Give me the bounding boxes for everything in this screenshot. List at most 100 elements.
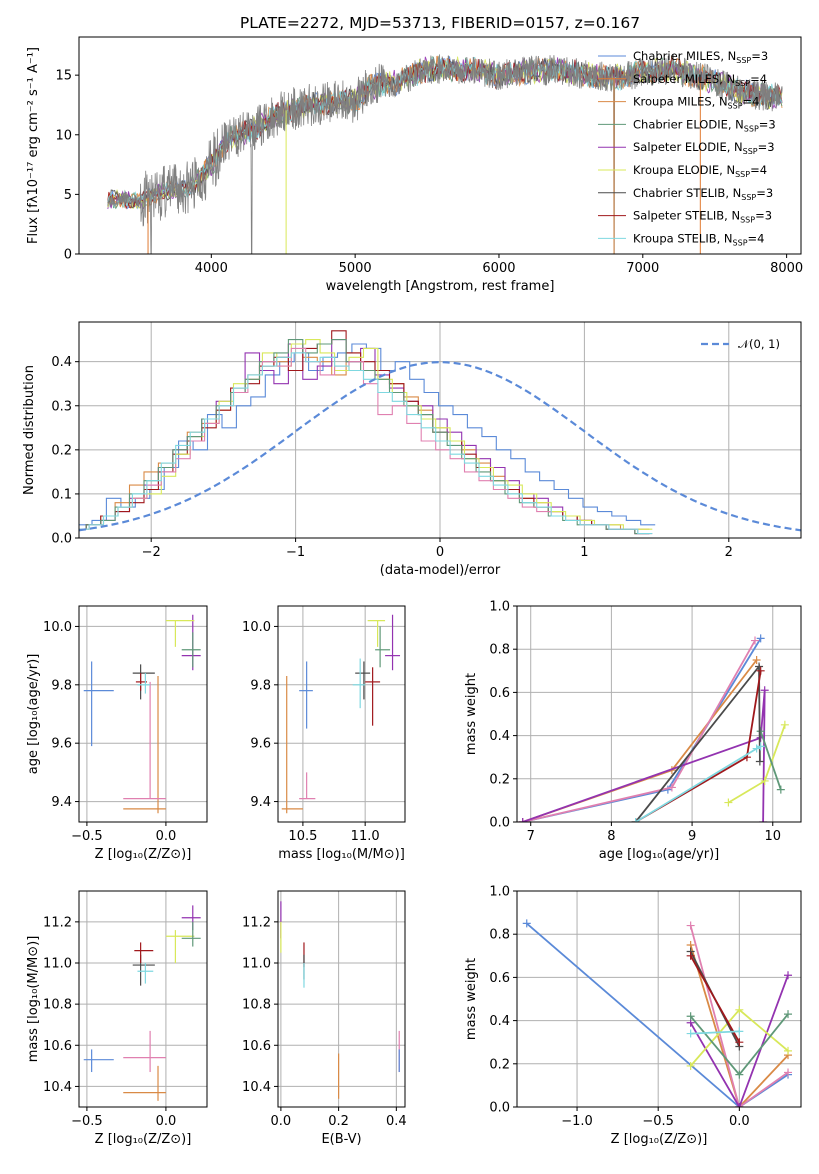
x-tick-label: 0.0 <box>156 1114 177 1129</box>
legend-entry: Salpeter ELODIE, NSSP=3 <box>633 140 775 156</box>
weight-marker <box>686 921 695 930</box>
legend-subscript: SSP <box>740 216 755 225</box>
x-tick-label: 0.2 <box>328 1114 349 1129</box>
x-axis-label: (data-model)/error <box>380 563 501 578</box>
axes-frame <box>277 890 406 1108</box>
plot-area-2 <box>83 614 201 814</box>
legend-suffix: =3 <box>758 140 775 154</box>
legend-entry: Kroupa ELODIE, NSSP=4 <box>633 163 767 179</box>
weight-marker <box>756 666 765 675</box>
y-tick-label: 15 <box>55 69 72 84</box>
axes-frame <box>78 890 208 1108</box>
legend-subscript: SSP <box>735 79 750 88</box>
x-tick-label: 2 <box>725 545 733 560</box>
x-tick-label: 7000 <box>626 261 659 276</box>
y-tick-label: 9.8 <box>51 678 72 693</box>
x-axis-label: Z [log₁₀(Z/Z⊙)] <box>95 847 192 862</box>
x-axis-label: Z [log₁₀(Z/Z⊙)] <box>611 1132 708 1147</box>
legend-entry: Chabrier STELIB, NSSP=3 <box>633 186 773 202</box>
y-tick-label: 0.3 <box>51 399 72 414</box>
y-tick-label: 0 <box>64 248 72 263</box>
grid <box>517 890 801 1108</box>
weight-marker <box>756 727 765 736</box>
legend-subscript: SSP <box>728 102 743 111</box>
y-tick-label: 0.1 <box>51 487 72 502</box>
plot-area-6 <box>280 901 400 1099</box>
y-tick-label: 0.0 <box>489 1101 510 1116</box>
legend-text: Chabrier MILES, N <box>633 49 736 63</box>
histogram-series <box>79 343 650 530</box>
weight-marker <box>760 776 769 785</box>
weight-marker <box>735 1038 744 1047</box>
axes-frame <box>277 605 406 823</box>
legend-text: Kroupa MILES, N <box>633 95 728 109</box>
legend-entry: Salpeter STELIB, NSSP=3 <box>633 209 772 225</box>
x-tick-label: 6000 <box>482 261 515 276</box>
weight-marker <box>735 1103 744 1107</box>
plot-area-0 <box>107 53 783 254</box>
legend-entry: Kroupa MILES, NSSP=4 <box>633 95 759 111</box>
y-tick-label: 0.6 <box>489 686 510 701</box>
y-tick-label: 10.8 <box>43 998 72 1013</box>
legend-subscript: SSP <box>744 124 759 133</box>
legend-suffix: =4 <box>750 163 767 177</box>
legend-text: Kroupa ELODIE, N <box>633 163 735 177</box>
weight-marker <box>784 1068 793 1077</box>
y-axis-label: Normed distribution <box>22 365 37 495</box>
legend-text: Kroupa STELIB, N <box>633 231 733 245</box>
legend-subscript: SSP <box>733 238 748 247</box>
weight-marker <box>522 919 531 928</box>
grid <box>79 322 801 539</box>
y-tick-label: 9.4 <box>250 795 271 810</box>
x-tick-label: 0.4 <box>386 1114 407 1129</box>
x-tick-label: 9 <box>688 829 696 844</box>
weight-marker <box>735 1005 744 1014</box>
weight-line <box>690 1030 740 1035</box>
y-tick-label: 10.0 <box>43 620 72 635</box>
histogram-series <box>79 339 653 530</box>
y-tick-label: 5 <box>64 188 72 203</box>
y-tick-label: 0.4 <box>489 729 510 744</box>
y-tick-label: 0.2 <box>489 1057 510 1072</box>
legend-text: Salpeter MILES, N <box>633 72 735 86</box>
y-tick-label: 11.2 <box>242 915 271 930</box>
weight-marker <box>751 636 760 645</box>
y-tick-label: 10.6 <box>242 1039 271 1054</box>
x-tick-label: 0.0 <box>271 1114 292 1129</box>
x-tick-label: 5000 <box>339 261 372 276</box>
grid <box>79 606 207 822</box>
y-tick-label: 0.4 <box>51 355 72 370</box>
x-tick-label: −1 <box>286 545 305 560</box>
axes-frame <box>78 36 802 255</box>
plot-area-3 <box>281 614 401 814</box>
weight-line <box>759 731 782 790</box>
weight-marker <box>755 757 764 766</box>
weight-marker <box>780 720 789 729</box>
y-tick-label: 0.0 <box>51 532 72 547</box>
grid <box>79 891 207 1107</box>
y-tick-label: 11.2 <box>43 915 72 930</box>
y-tick-label: 10.4 <box>43 1080 72 1095</box>
legend-subscript: SSP <box>741 193 756 202</box>
y-tick-label: 10.8 <box>242 998 271 1013</box>
x-axis-label: E(B-V) <box>321 1132 361 1147</box>
weight-line <box>526 922 789 1107</box>
legend-suffix: =4 <box>748 231 765 245</box>
weight-marker <box>724 798 733 807</box>
histogram-series <box>79 347 653 535</box>
histogram-series <box>79 339 650 535</box>
weight-marker <box>756 742 765 751</box>
weight-marker <box>667 783 676 792</box>
y-tick-label: 0.4 <box>489 1014 510 1029</box>
weight-marker <box>735 1027 744 1036</box>
legend-text: Salpeter STELIB, N <box>633 209 740 223</box>
weight-marker <box>756 634 765 643</box>
legend-subscript: SSP <box>743 147 758 156</box>
weight-marker <box>784 1010 793 1019</box>
x-tick-label: −1.0 <box>561 1114 593 1129</box>
histogram-series <box>79 352 653 535</box>
y-tick-label: 0.8 <box>489 643 510 658</box>
axes-frame <box>78 321 802 539</box>
x-tick-label: −2 <box>142 545 161 560</box>
